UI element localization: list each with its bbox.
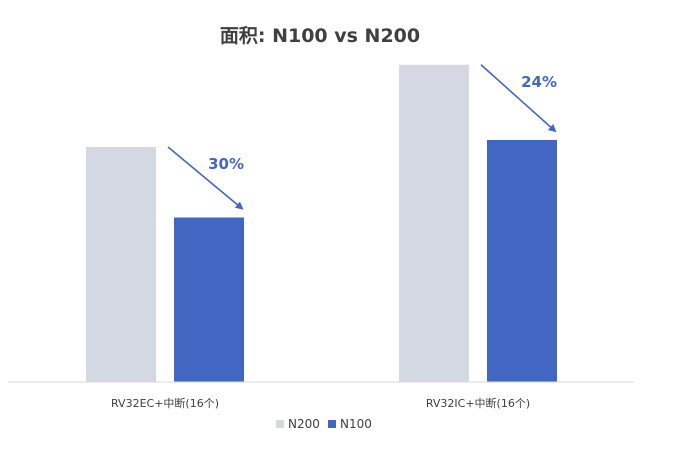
legend-label-n100: N100: [340, 417, 372, 431]
reduction-label-1: 30%: [208, 155, 244, 173]
legend-swatch-n200: [276, 420, 284, 428]
x-axis-labels: RV32EC+中断(16个) RV32IC+中断(16个): [111, 396, 530, 410]
legend-swatch-n100: [328, 420, 336, 428]
bar-n200-1: [86, 147, 156, 382]
annotations: 30% 24%: [167, 64, 557, 210]
reduction-arrow-2: [480, 64, 557, 133]
bar-n100-1: [174, 217, 244, 382]
legend-label-n200: N200: [288, 417, 320, 431]
reduction-arrow-1: [167, 146, 244, 210]
x-tick-label-2: RV32IC+中断(16个): [426, 396, 530, 410]
plot-area: [86, 64, 557, 382]
x-tick-label-1: RV32EC+中断(16个): [111, 396, 219, 410]
bar-n100-2: [487, 139, 557, 382]
legend: N200 N100: [276, 417, 372, 431]
reduction-label-2: 24%: [521, 73, 557, 91]
chart-title: 面积: N100 vs N200: [220, 25, 420, 47]
bar-n200-2: [399, 64, 469, 382]
